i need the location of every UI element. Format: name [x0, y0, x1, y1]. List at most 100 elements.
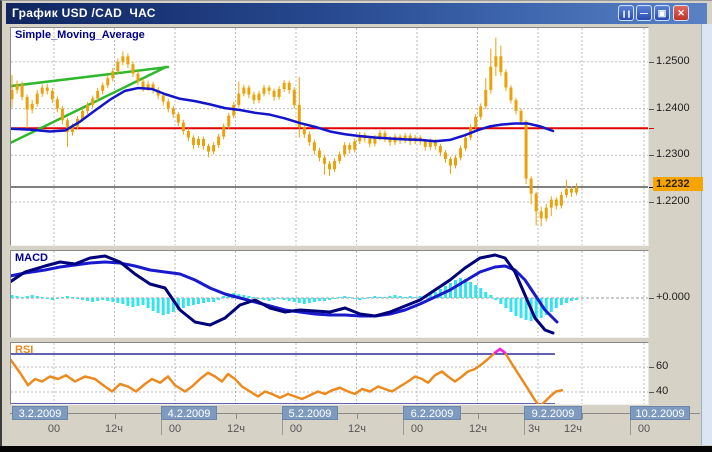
- candle-body: [111, 71, 115, 79]
- time-label: 00: [47, 423, 61, 435]
- axis-tick: [649, 298, 654, 299]
- time-tick: [477, 413, 479, 419]
- close-button[interactable]: ✕: [673, 5, 689, 21]
- candle-body: [252, 94, 256, 101]
- axis-tick: [649, 155, 654, 156]
- candle-body: [514, 100, 518, 111]
- candle-body: [116, 61, 120, 72]
- time-label: 00: [168, 423, 182, 435]
- rsi-overbought-segment: [498, 347, 507, 354]
- pause-button[interactable]: ❙❙: [618, 5, 634, 21]
- minimize-button[interactable]: —: [636, 5, 652, 21]
- candle-body: [348, 145, 352, 150]
- candle-body: [509, 87, 513, 101]
- time-label: 00: [289, 423, 303, 435]
- candle-body: [433, 141, 437, 146]
- candle-body: [217, 136, 221, 146]
- candle-body: [448, 159, 452, 166]
- candle-body: [126, 56, 130, 65]
- price-axis-label: 1.2300: [656, 148, 690, 161]
- candle-body: [186, 131, 190, 138]
- candle-body: [15, 84, 19, 90]
- price-axis-label: 1.2400: [656, 101, 690, 114]
- candle-body: [378, 132, 382, 138]
- candle-body: [338, 154, 342, 161]
- day-separator: [524, 420, 525, 435]
- candle-body: [65, 120, 69, 132]
- rsi-panel[interactable]: RSI: [10, 342, 649, 405]
- candle-body: [353, 141, 357, 150]
- candle-body: [91, 98, 95, 105]
- candle-body: [267, 87, 271, 91]
- price-chart-panel[interactable]: Simple_Moving_Average: [10, 27, 649, 246]
- candle-body: [524, 121, 528, 179]
- restore-icon: ▣: [657, 8, 667, 18]
- time-label: 12ч: [105, 423, 123, 435]
- candle-body: [136, 73, 140, 82]
- trendline[interactable]: [11, 65, 170, 88]
- rsi-axis-label: 60: [656, 360, 669, 372]
- candle-body: [196, 138, 200, 146]
- candle-body: [202, 138, 206, 146]
- macd-panel[interactable]: MACD: [10, 250, 649, 338]
- indicator-label-macd: MACD: [15, 252, 48, 264]
- candlestick-chart[interactable]: [11, 28, 648, 245]
- candle-body: [499, 56, 503, 73]
- candle-body: [554, 199, 558, 206]
- candle-body: [40, 87, 44, 94]
- window-right-border: [701, 24, 712, 445]
- candle-body: [494, 56, 498, 67]
- date-badge: 5.2.2009: [282, 406, 338, 420]
- time-tick: [114, 413, 116, 419]
- minimize-icon: —: [640, 9, 648, 18]
- candle-body: [60, 108, 64, 121]
- candle-body: [307, 134, 311, 143]
- candle-body: [529, 178, 533, 194]
- time-label: 12ч: [564, 423, 582, 435]
- candle-body: [282, 82, 286, 89]
- date-badge: 9.2.2009: [524, 406, 582, 420]
- candle-body: [322, 157, 326, 164]
- candle-body: [564, 188, 568, 195]
- candle-body: [242, 87, 246, 94]
- desktop-background: [0, 446, 712, 452]
- sma-line: [11, 86, 555, 143]
- candle-body: [574, 187, 578, 193]
- candle-body: [519, 110, 523, 122]
- candle-body: [181, 122, 185, 132]
- candle-body: [292, 89, 296, 105]
- macd-chart[interactable]: [11, 251, 648, 337]
- candle-body: [403, 135, 407, 141]
- rsi-chart[interactable]: [11, 343, 648, 404]
- candle-body: [55, 99, 59, 109]
- candle-body: [297, 104, 301, 128]
- date-badge: 4.2.2009: [161, 406, 217, 420]
- candle-body: [454, 157, 458, 166]
- indicator-label-sma: Simple_Moving_Average: [15, 29, 145, 41]
- day-separator: [282, 420, 283, 435]
- candle-body: [569, 188, 573, 193]
- axis-tick: [649, 128, 654, 129]
- candle-body: [30, 103, 34, 110]
- time-tick: [356, 413, 358, 419]
- candle-body: [489, 66, 493, 90]
- candle-body: [484, 89, 488, 107]
- candle-body: [237, 93, 241, 105]
- restore-button[interactable]: ▣: [654, 5, 670, 21]
- candle-body: [368, 138, 372, 144]
- candle-body: [287, 82, 291, 90]
- candle-body: [317, 150, 321, 158]
- rsi-axis-label: 40: [656, 385, 669, 397]
- titlebar[interactable]: График USD /CAD ЧАС ❙❙ — ▣ ✕: [6, 3, 707, 24]
- price-axis-label: 1.2200: [656, 195, 690, 207]
- candle-body: [20, 84, 24, 97]
- candle-body: [191, 137, 195, 146]
- candle-body: [438, 145, 442, 153]
- candle-body: [11, 89, 14, 100]
- date-badge: 10.2.2009: [630, 406, 690, 420]
- candle-body: [50, 90, 54, 100]
- candle-body: [328, 163, 332, 170]
- time-label: 3ч: [528, 423, 540, 435]
- macd-zero-label: +0.000: [656, 291, 690, 303]
